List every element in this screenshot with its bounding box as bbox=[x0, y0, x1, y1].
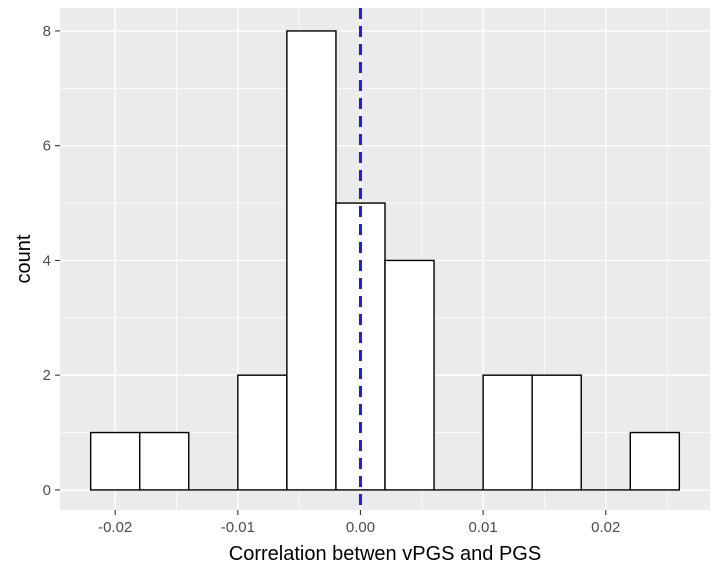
y-tick-label: 2 bbox=[43, 367, 51, 384]
y-tick-label: 0 bbox=[43, 482, 51, 499]
y-tick-label: 4 bbox=[43, 252, 51, 269]
x-tick-label: -0.01 bbox=[221, 519, 255, 536]
y-axis-title: count bbox=[13, 234, 35, 283]
x-tick-label: 0.01 bbox=[469, 519, 498, 536]
histogram-bar bbox=[237, 374, 288, 491]
histogram-bar bbox=[629, 431, 681, 491]
x-tick-label: 0.00 bbox=[346, 519, 375, 536]
x-tick-label: -0.02 bbox=[98, 519, 132, 536]
histogram-bar bbox=[89, 431, 141, 491]
x-axis-ticks: -0.02 -0.01 0.00 0.01 0.02 bbox=[98, 510, 620, 536]
histogram-bar bbox=[139, 431, 190, 491]
histogram-bar bbox=[531, 374, 582, 491]
histogram-bar bbox=[286, 30, 337, 491]
y-tick-label: 8 bbox=[43, 23, 51, 40]
x-axis-title: Correlation betwen vPGS and PGS bbox=[229, 543, 541, 565]
histogram-bar bbox=[384, 259, 435, 491]
x-tick-label: 0.02 bbox=[591, 519, 620, 536]
histogram-bar bbox=[482, 374, 533, 491]
y-tick-label: 6 bbox=[43, 138, 51, 155]
histogram-bars bbox=[89, 30, 681, 491]
y-axis-ticks: 0 2 4 6 8 bbox=[43, 23, 60, 499]
